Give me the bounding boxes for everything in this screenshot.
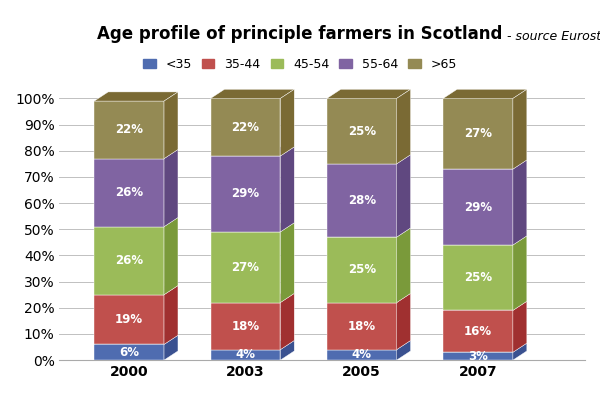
Text: 22%: 22% xyxy=(115,123,143,136)
Text: 19%: 19% xyxy=(115,313,143,326)
Polygon shape xyxy=(164,335,178,360)
Text: 25%: 25% xyxy=(347,263,376,276)
Polygon shape xyxy=(211,349,280,360)
Polygon shape xyxy=(211,156,280,232)
Polygon shape xyxy=(397,89,410,164)
Polygon shape xyxy=(443,169,513,245)
Polygon shape xyxy=(513,236,527,310)
Polygon shape xyxy=(327,294,410,303)
Polygon shape xyxy=(443,245,513,310)
Text: 27%: 27% xyxy=(232,261,259,274)
Text: 25%: 25% xyxy=(464,271,492,284)
Text: 26%: 26% xyxy=(115,186,143,199)
Text: 18%: 18% xyxy=(347,320,376,333)
Polygon shape xyxy=(513,160,527,245)
Polygon shape xyxy=(327,237,397,303)
Polygon shape xyxy=(327,340,410,349)
Polygon shape xyxy=(327,98,397,164)
Text: 27%: 27% xyxy=(464,127,492,140)
Polygon shape xyxy=(443,236,527,245)
Polygon shape xyxy=(94,227,164,295)
Polygon shape xyxy=(94,149,178,159)
Text: 4%: 4% xyxy=(235,348,256,361)
Polygon shape xyxy=(94,286,178,295)
Polygon shape xyxy=(94,101,164,159)
Polygon shape xyxy=(280,147,294,232)
Polygon shape xyxy=(443,98,513,169)
Polygon shape xyxy=(211,147,294,156)
Legend: <35, 35-44, 45-54, 55-64, >65: <35, 35-44, 45-54, 55-64, >65 xyxy=(140,56,460,74)
Polygon shape xyxy=(280,340,294,360)
Text: 3%: 3% xyxy=(468,350,488,363)
Polygon shape xyxy=(397,228,410,303)
Text: 6%: 6% xyxy=(119,346,139,359)
Polygon shape xyxy=(397,155,410,237)
Text: 4%: 4% xyxy=(352,348,372,361)
Polygon shape xyxy=(327,89,410,98)
Polygon shape xyxy=(94,92,178,101)
Polygon shape xyxy=(94,159,164,227)
Polygon shape xyxy=(397,294,410,349)
Polygon shape xyxy=(211,98,280,156)
Polygon shape xyxy=(280,223,294,303)
Polygon shape xyxy=(513,301,527,352)
Polygon shape xyxy=(513,343,527,360)
Text: 25%: 25% xyxy=(347,125,376,138)
Text: 28%: 28% xyxy=(347,194,376,207)
Polygon shape xyxy=(164,149,178,227)
Polygon shape xyxy=(443,301,527,310)
Polygon shape xyxy=(443,89,527,98)
Polygon shape xyxy=(327,349,397,360)
Polygon shape xyxy=(280,294,294,349)
Polygon shape xyxy=(164,286,178,344)
Polygon shape xyxy=(443,160,527,169)
Polygon shape xyxy=(327,155,410,164)
Polygon shape xyxy=(327,303,397,349)
Polygon shape xyxy=(327,228,410,237)
Polygon shape xyxy=(94,335,178,344)
Polygon shape xyxy=(443,343,527,352)
Polygon shape xyxy=(211,89,294,98)
Polygon shape xyxy=(94,217,178,227)
Text: 22%: 22% xyxy=(232,121,259,134)
Polygon shape xyxy=(164,92,178,159)
Polygon shape xyxy=(211,303,280,349)
Polygon shape xyxy=(94,344,164,360)
Polygon shape xyxy=(164,217,178,295)
Polygon shape xyxy=(513,89,527,169)
Polygon shape xyxy=(280,89,294,156)
Polygon shape xyxy=(94,295,164,344)
Text: - source Eurostat: - source Eurostat xyxy=(503,30,600,43)
Polygon shape xyxy=(397,340,410,360)
Polygon shape xyxy=(327,164,397,237)
Text: 29%: 29% xyxy=(232,188,259,201)
Text: Age profile of principle farmers in Scotland: Age profile of principle farmers in Scot… xyxy=(97,25,503,43)
Polygon shape xyxy=(211,223,294,232)
Text: 18%: 18% xyxy=(232,320,259,333)
Polygon shape xyxy=(211,232,280,303)
Polygon shape xyxy=(443,352,513,360)
Text: 16%: 16% xyxy=(464,325,492,338)
Polygon shape xyxy=(443,310,513,352)
Polygon shape xyxy=(211,340,294,349)
Polygon shape xyxy=(211,294,294,303)
Text: 29%: 29% xyxy=(464,201,492,214)
Text: 26%: 26% xyxy=(115,254,143,267)
